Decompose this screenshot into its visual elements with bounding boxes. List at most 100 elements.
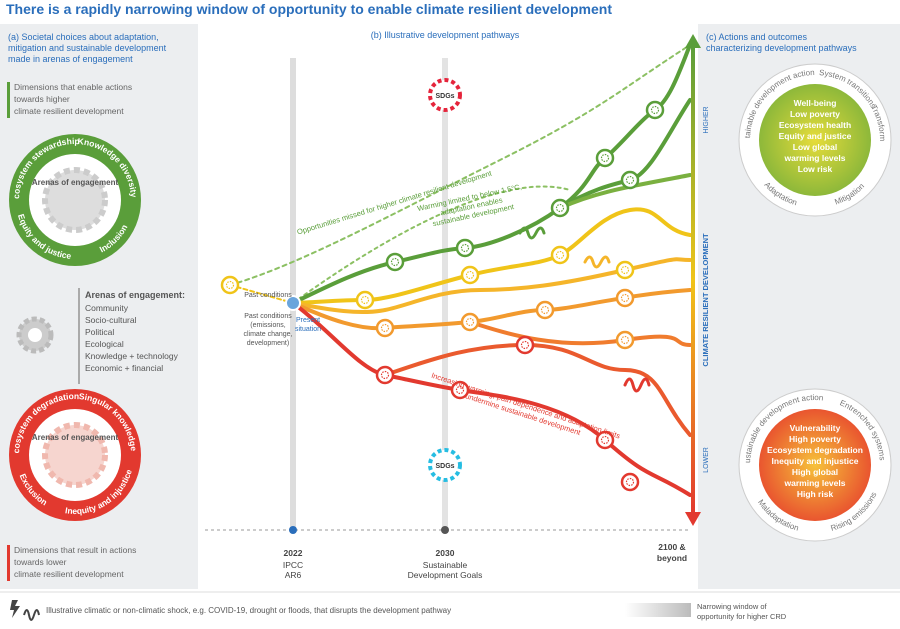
shock-wiggle (623, 377, 651, 393)
footer-note: Narrowing window of (697, 602, 768, 611)
panel-b-heading: (b) Illustrative development pathways (371, 30, 520, 40)
note: towards higher (14, 94, 70, 104)
year: 2030 (436, 548, 455, 558)
label: development) (247, 340, 289, 347)
node-star (555, 203, 565, 213)
sdg-text: SDGs (435, 463, 454, 470)
label: Present (296, 317, 320, 324)
arena-item: Community (85, 303, 129, 313)
path-node (550, 198, 570, 218)
crd-axis (691, 45, 695, 515)
node-star (600, 435, 610, 445)
label: Past conditions (244, 292, 292, 299)
shock-wiggle (518, 226, 546, 240)
outcome: Equity and justice (779, 131, 852, 141)
path-node (620, 472, 640, 492)
node-star (380, 370, 390, 380)
outcome: Low global (793, 142, 837, 152)
green-path (558, 173, 692, 210)
outcome: High risk (797, 489, 834, 499)
path-node (645, 100, 665, 120)
timeline-label: Sustainable (423, 560, 468, 570)
panel-a-heading: (a) Societal choices about adaptation, (8, 32, 159, 42)
node-star (620, 335, 630, 345)
shock-wiggle (583, 255, 611, 269)
node-star (625, 477, 635, 487)
arrow-down (685, 512, 701, 526)
outcome: Ecosystem health (779, 120, 851, 130)
red-path (383, 342, 692, 437)
gear (42, 167, 108, 233)
gear (42, 422, 108, 488)
year: 2100 & (658, 542, 685, 552)
node-star (465, 317, 475, 327)
arena-item: Economic + financial (85, 363, 163, 373)
node-star (465, 270, 475, 280)
node-star (620, 293, 630, 303)
node-star (650, 105, 660, 115)
outcome: Vulnerability (790, 423, 841, 433)
note: towards lower (14, 557, 67, 567)
outcome: Low poverty (790, 109, 840, 119)
line-2022 (290, 58, 296, 530)
outcome: Ecosystem degradation (767, 445, 863, 455)
note: climate resilient development (14, 569, 124, 579)
path-node (620, 170, 640, 190)
label: situation (295, 326, 321, 333)
past-path (229, 284, 294, 304)
window-swatch (625, 603, 691, 617)
gear-hole (28, 328, 42, 342)
outcome: warming levels (784, 478, 846, 488)
arrow-up (685, 34, 701, 48)
footer-note: opportunity for higher CRD (697, 612, 787, 621)
arenas-list: Community Socio-cultural Political Ecologic… (85, 303, 179, 373)
sdg-logo (428, 448, 462, 482)
orange-path (468, 320, 692, 347)
label: Past conditions (244, 313, 292, 320)
arena-item: Ecological (85, 339, 124, 349)
shock-icon (10, 600, 20, 618)
shock-icon (23, 609, 40, 621)
arenas-title: Arenas of engagement: (85, 290, 185, 300)
timeline-label: AR6 (285, 570, 302, 580)
path-node (615, 288, 635, 308)
path-node (460, 312, 480, 332)
outcome: High poverty (789, 434, 841, 444)
node-star (540, 305, 550, 315)
path-node (535, 300, 555, 320)
path-node (375, 365, 395, 385)
year: 2022 (284, 548, 303, 558)
outcome-core (759, 84, 871, 196)
wheel-center: Arenas of engagement (32, 433, 119, 442)
path-node (595, 148, 615, 168)
path-node (615, 330, 635, 350)
path-node (595, 430, 615, 450)
green-bar (7, 82, 10, 118)
node-star (625, 175, 635, 185)
path-node (460, 265, 480, 285)
label: (emissions, (250, 322, 285, 329)
panel-a-heading: mitigation and sustainable development (8, 43, 167, 53)
node-star (380, 323, 390, 333)
note: Dimensions that enable actions (14, 82, 132, 92)
path-node (455, 238, 475, 258)
missed-path (229, 44, 691, 286)
note: climate resilient development (14, 106, 124, 116)
panel-a-heading: made in arenas of engagement (8, 54, 133, 64)
path-node (450, 380, 470, 400)
sdg-text: SDGs (435, 93, 454, 100)
node-star (390, 257, 400, 267)
panel-c-heading: (c) Actions and outcomes (706, 32, 808, 42)
arena-item: Knowledge + technology (85, 351, 179, 361)
divider (78, 288, 80, 384)
path-node (615, 260, 635, 280)
outcome: Well-being (794, 98, 837, 108)
yellow-path (291, 257, 692, 315)
timeline-point (441, 526, 449, 534)
note: Dimensions that result in actions (14, 545, 136, 555)
timeline-label: Development Goals (408, 570, 483, 580)
arena-item: Socio-cultural (85, 315, 137, 325)
